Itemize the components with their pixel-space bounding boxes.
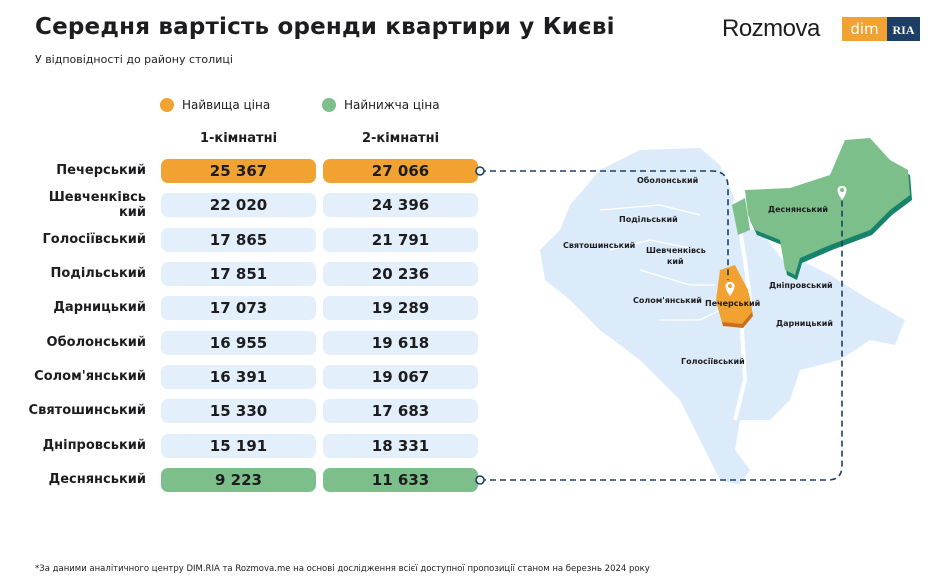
cell-1-room-price: 9 223 [161,468,316,493]
cell-1-room-price: 25 367 [161,159,316,183]
row-label: Печерський [56,163,146,178]
cell-2-room-price: 19 067 [323,365,478,390]
map-label-holosiivskyi: Голосіївський [681,356,745,366]
connector-lowest [480,198,843,481]
row-label: Голосіївський [42,231,146,247]
cell-1-room-price: 15 330 [161,399,316,424]
map-label-shevchenkivskyi-2: кий [667,257,684,266]
legend-lowest: Найнижча ціна [322,98,440,112]
connector-dot-highest [475,166,485,176]
cell-2-room-price: 19 618 [323,330,478,355]
row-label: Святошинський [28,403,146,419]
map-label-sviatoshynskyi: Святошинський [563,241,635,250]
column-header-2-room: 2-кімнатні [361,131,440,146]
row-label: Шевченківсь кий [48,190,146,221]
cell-1-room-price: 22 020 [161,193,316,218]
map-label-desnianskyi: Деснянський [768,205,828,214]
pecherskyi-district [716,265,753,328]
cell-2-room-price: 18 331 [323,433,478,458]
page-title: Середня вартість оренди квартири у Києві [35,14,615,40]
row-label: Солом'янський [34,369,146,385]
row-label: Подільський [50,266,146,282]
map-label-obolonskyi: Оболонський [637,175,698,185]
cell-1-room-price: 17 073 [161,296,316,321]
cell-2-room-price: 21 791 [323,227,478,252]
row-label: Деснянський [48,472,146,488]
row-label: Дніпровський [42,437,146,453]
cell-1-room-price: 16 955 [161,330,316,355]
page-subtitle: У відповідності до району столиці [35,53,233,66]
column-header-1-room: 1-кімнатні [199,131,278,146]
footnote: *За даними аналітичного центру DIM.RIA т… [35,564,650,574]
row-label: Оболонський [46,334,146,350]
cell-2-room-price: 17 683 [323,399,478,424]
map-label-podilskyi: Подільський [619,214,678,224]
ria-logo: RIA [887,17,920,41]
connector-dot-lowest [475,475,485,485]
map-label-dniprovskyi: Дніпровський [769,280,833,290]
map-pin-desnianskyi-icon [837,186,847,200]
dim-logo: dim [842,17,887,41]
cell-2-room-price: 19 289 [323,296,478,321]
cell-1-room-price: 16 391 [161,365,316,390]
row-label: Дарницький [53,300,146,316]
legend-highest: Найвища ціна [160,98,270,112]
cell-2-room-price: 20 236 [323,262,478,287]
cell-1-room-price: 17 851 [161,262,316,287]
cell-1-room-price: 15 191 [161,433,316,458]
map-label-pecherskyi: Печерський [705,299,760,308]
map-pin-pecherskyi-icon [725,282,735,296]
legend-green-dot-icon [322,98,336,112]
rozmova-logo: Rozmova [722,15,820,42]
map-label-solomianskyi: Солом'янський [633,296,702,305]
cell-2-room-price: 11 633 [323,468,478,493]
cell-1-room-price: 17 865 [161,227,316,252]
desnianskyi-district [732,138,912,280]
cell-2-room-price: 27 066 [323,159,478,183]
legend-orange-dot-icon [160,98,174,112]
cell-2-room-price: 24 396 [323,193,478,218]
legend-highest-label: Найвища ціна [182,98,271,112]
map-label-darnytskyi: Дарницький [776,319,833,328]
legend-lowest-label: Найнижча ціна [344,98,440,112]
map-label-shevchenkivskyi: Шевченківсь [646,245,706,255]
connector-highest [480,170,729,280]
